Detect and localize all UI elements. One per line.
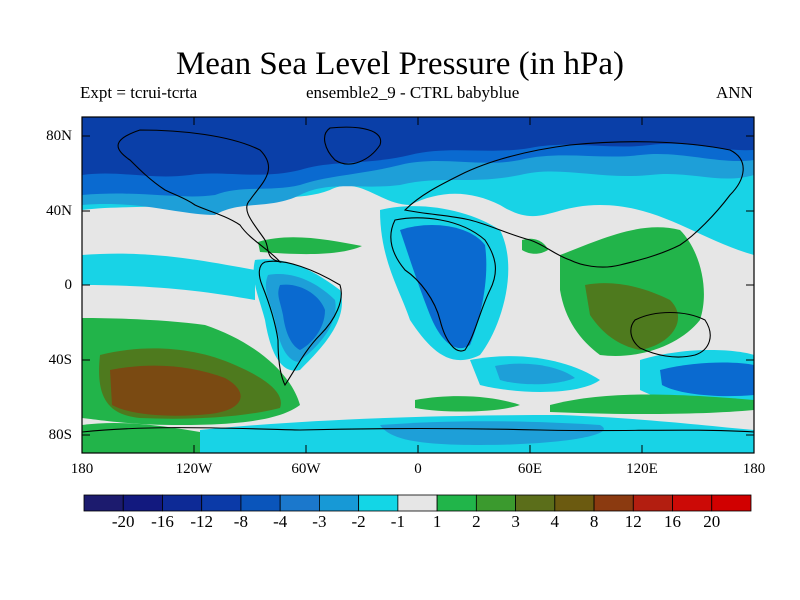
lon-label-180w: 180 <box>70 461 94 477</box>
colorbar-label: 4 <box>550 512 560 531</box>
colorbar-swatch <box>672 494 713 512</box>
field-africa-blue <box>400 225 487 349</box>
colorbar-swatch <box>240 494 281 512</box>
field-natl-green <box>258 237 362 255</box>
colorbar-swatch <box>358 494 399 512</box>
field-so-green2 <box>550 394 754 415</box>
colorbar-swatch <box>83 494 124 512</box>
colorbar-label: 16 <box>664 512 681 531</box>
field-north-deepblue <box>82 117 754 177</box>
lat-label-40n: 40N <box>46 203 72 219</box>
colorbar-label: -16 <box>151 512 174 531</box>
field-indo-darkgreen <box>585 283 679 350</box>
lon-label-120w: 120W <box>175 461 213 477</box>
lat-label-80n: 80N <box>46 128 72 144</box>
colorbar-swatch <box>122 494 163 512</box>
field-eqpac-cyan <box>82 253 255 300</box>
colorbar-swatch <box>319 494 360 512</box>
lat-label-80s: 80S <box>48 427 72 443</box>
lat-label-0: 0 <box>64 277 73 293</box>
field-sa-blue <box>278 284 325 350</box>
lon-label-180e: 180 <box>742 461 766 477</box>
map-field <box>82 117 754 453</box>
field-so-green <box>415 396 520 412</box>
colorbar-label: 20 <box>703 512 721 531</box>
colorbar-label: -1 <box>390 512 405 531</box>
coast-antarctica <box>82 427 754 433</box>
colorbar-swatch <box>279 494 320 512</box>
coastlines <box>82 126 754 433</box>
lon-label-0: 0 <box>414 461 422 477</box>
colorbar-label: 12 <box>624 512 642 531</box>
colorbar-label: 2 <box>472 512 481 531</box>
field-ant-green <box>82 422 200 453</box>
colorbar-label: -12 <box>190 512 214 531</box>
colorbar-label: -4 <box>273 512 288 531</box>
coast-north-america <box>117 129 282 263</box>
colorbar-swatch <box>201 494 242 512</box>
colorbar-swatch <box>162 494 203 512</box>
colorbar-swatch <box>593 494 634 512</box>
colorbar-label: -2 <box>351 512 366 531</box>
lon-label-60e: 60E <box>517 461 543 477</box>
lon-label-120e: 120E <box>626 461 658 477</box>
colorbar <box>83 494 752 512</box>
colorbar-label: 8 <box>589 512 599 531</box>
coast-australia <box>630 312 711 358</box>
colorbar-label: -3 <box>312 512 327 531</box>
colorbar-swatch <box>711 494 752 512</box>
axis-ticks <box>82 117 754 453</box>
colorbar-label: -20 <box>111 512 135 531</box>
field-sio-blue <box>660 362 754 397</box>
plot-title: Mean Sea Level Pressure (in hPa) <box>175 46 625 82</box>
lon-label-60w: 60W <box>291 461 321 477</box>
coast-south-america <box>258 260 342 387</box>
colorbar-swatch <box>632 494 673 512</box>
colorbar-label: 1 <box>432 512 442 531</box>
colorbar-swatch <box>436 494 477 512</box>
field-satl-lightblue <box>495 363 575 385</box>
coast-eurasia <box>403 141 744 268</box>
colorbar-swatch <box>515 494 556 512</box>
colorbar-swatch <box>475 494 516 512</box>
season-label: ANN <box>716 83 753 102</box>
coast-greenland <box>324 126 382 165</box>
experiment-label: Expt = tcrui-tcrta <box>80 83 198 102</box>
ensemble-label: ensemble2_9 - CTRL babyblue <box>306 83 520 102</box>
colorbar-label: 3 <box>511 512 520 531</box>
field-arabia-green <box>522 238 548 254</box>
field-ant-lightblue <box>380 421 604 445</box>
lat-label-40s: 40S <box>48 352 72 368</box>
colorbar-swatch <box>397 494 438 512</box>
colorbar-label: -8 <box>233 512 248 531</box>
field-sp-brown <box>110 365 241 416</box>
coast-africa <box>390 217 496 352</box>
colorbar-swatch <box>554 494 595 512</box>
